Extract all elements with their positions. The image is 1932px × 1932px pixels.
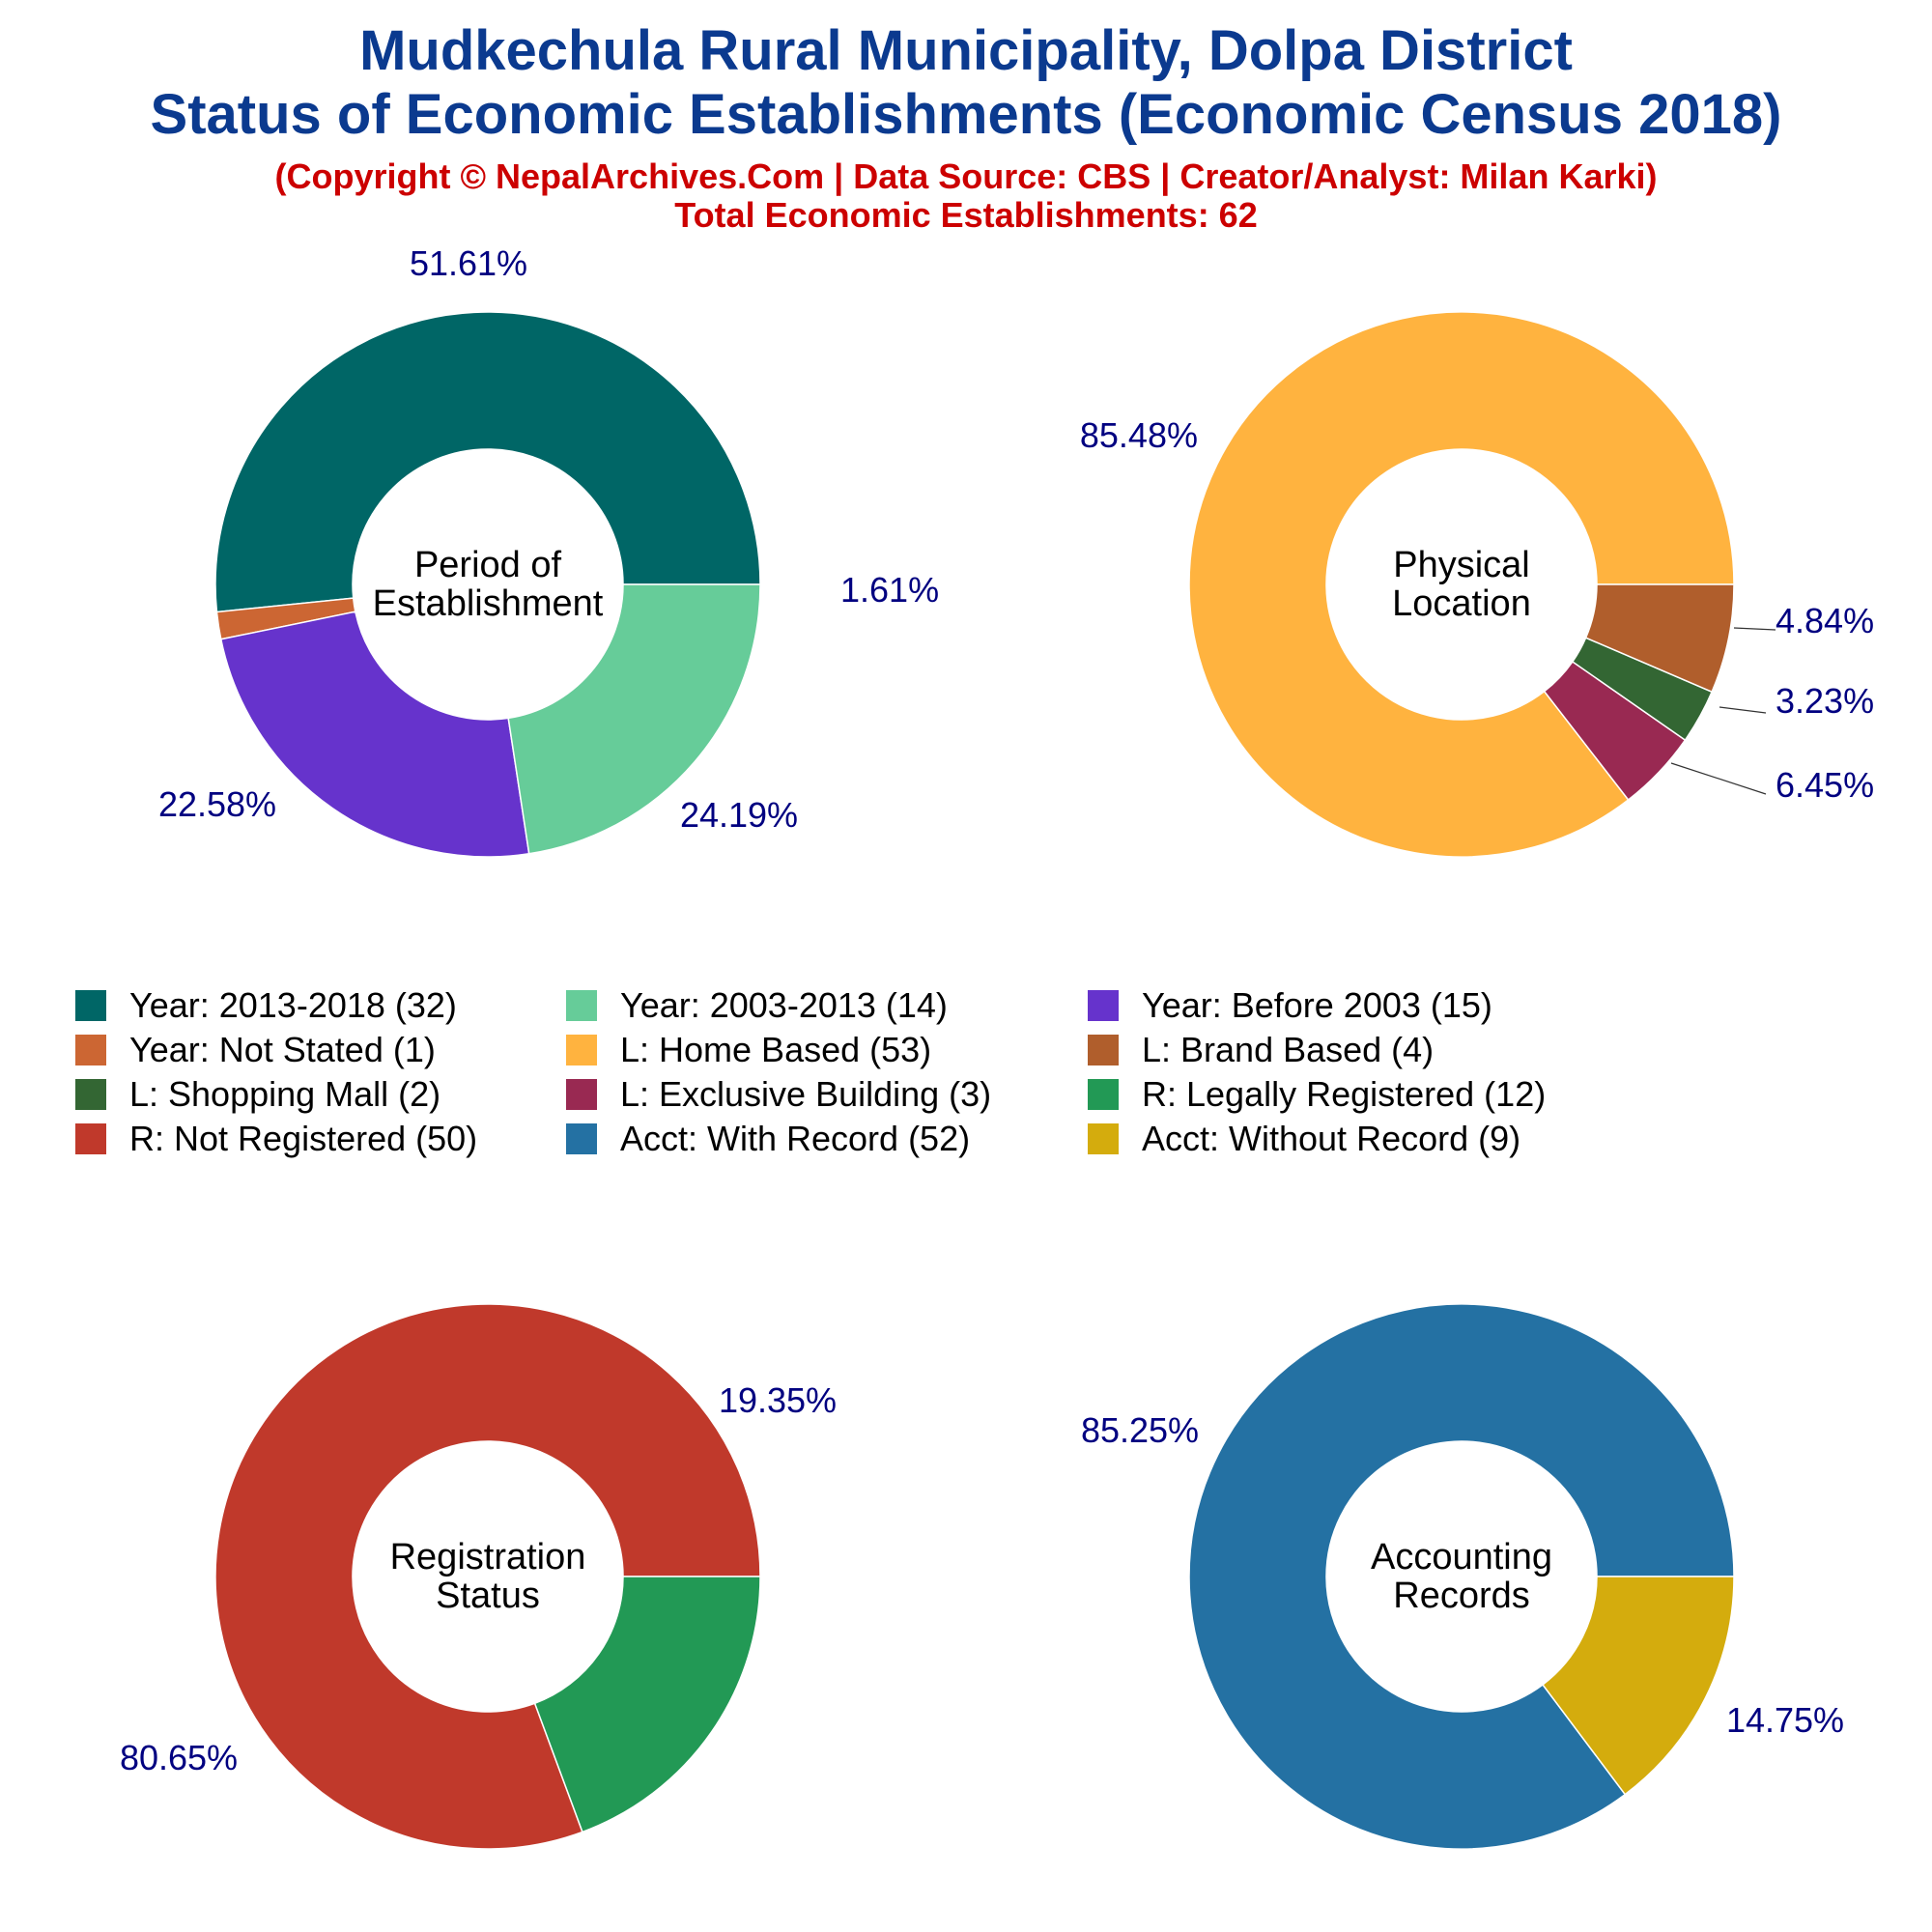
legend-swatch — [566, 1123, 597, 1154]
legend-label: L: Brand Based (4) — [1142, 1030, 1435, 1069]
legend-swatch — [566, 990, 597, 1021]
legend-label: Year: 2013-2018 (32) — [129, 985, 457, 1025]
legend-label: Year: 2003-2013 (14) — [620, 985, 948, 1025]
slice-percent-label: 24.19% — [680, 795, 798, 835]
label-leader-line — [1719, 706, 1767, 714]
copyright-subtitle: (Copyright © NepalArchives.Com | Data So… — [274, 156, 1658, 196]
legend-swatch — [75, 1035, 106, 1065]
legend-item: L: Shopping Mall (2) — [75, 1074, 566, 1115]
legend-label: L: Exclusive Building (3) — [620, 1074, 992, 1114]
donut-chart: 51.61% 1.61% 24.19% 22.58% Period of Establis… — [158, 243, 939, 858]
legend-item: L: Exclusive Building (3) — [566, 1074, 1088, 1115]
legend-label: R: Not Registered (50) — [129, 1119, 478, 1158]
legend-item: Year: Not Stated (1) — [75, 1030, 566, 1070]
center-label-line: Records — [1393, 1576, 1530, 1616]
donut-center-label: Physical Location — [1392, 545, 1531, 624]
donut-center-label: Registration Status — [390, 1537, 586, 1616]
donut-center-label: Accounting Records — [1371, 1537, 1552, 1616]
center-label-line: Physical — [1393, 545, 1530, 585]
chart-title-line2: Status of Economic Establishments (Econo… — [150, 83, 1782, 146]
slice-percent-label: 19.35% — [719, 1380, 837, 1420]
label-leader-line — [1670, 762, 1767, 795]
legend-label: Year: Before 2003 (15) — [1142, 985, 1492, 1025]
legend-label: R: Legally Registered (12) — [1142, 1074, 1547, 1114]
slice-percent-label: 85.25% — [1081, 1410, 1199, 1450]
legend-swatch — [566, 1079, 597, 1110]
label-leader-line — [1733, 627, 1776, 631]
donut-center-label: Period of Establishment — [373, 545, 604, 624]
legend-item: L: Home Based (53) — [566, 1030, 1088, 1070]
pie-slice — [1584, 583, 1735, 694]
pie-slice — [214, 311, 761, 613]
center-label-line: Establishment — [373, 583, 604, 624]
legend-item: Year: Before 2003 (15) — [1088, 985, 1687, 1026]
center-label-line: Location — [1392, 583, 1531, 624]
slice-percent-label: 22.58% — [158, 784, 276, 824]
legend-label: Acct: With Record (52) — [620, 1119, 971, 1158]
center-label-line: Registration — [390, 1537, 586, 1577]
legend-item: Year: 2003-2013 (14) — [566, 985, 1088, 1026]
legend: Year: 2013-2018 (32) Year: 2003-2013 (14… — [75, 985, 1891, 1159]
slice-percent-label: 85.48% — [1080, 415, 1198, 455]
legend-swatch — [566, 1035, 597, 1065]
slice-percent-label: 51.61% — [410, 243, 527, 283]
pie-slice — [1188, 1303, 1735, 1850]
legend-label: Acct: Without Record (9) — [1142, 1119, 1521, 1158]
slice-percent-label: 80.65% — [120, 1738, 238, 1777]
slice-percent-label: 6.45% — [1776, 765, 1874, 805]
legend-label: Year: Not Stated (1) — [129, 1030, 436, 1069]
legend-label: L: Home Based (53) — [620, 1030, 932, 1069]
legend-swatch — [1088, 990, 1119, 1021]
legend-item: R: Legally Registered (12) — [1088, 1074, 1687, 1115]
legend-swatch — [75, 990, 106, 1021]
donut-chart: 85.48% 4.84% 3.23% 6.45% Physical Location — [1080, 311, 1874, 858]
chart-title-line1: Mudkechula Rural Municipality, Dolpa Dis… — [359, 19, 1573, 82]
pie-slice — [219, 611, 530, 858]
legend-swatch — [1088, 1079, 1119, 1110]
legend-swatch — [1088, 1035, 1119, 1065]
slice-percent-label: 4.84% — [1776, 601, 1874, 640]
pie-slice — [1541, 1576, 1735, 1796]
legend-item: Acct: With Record (52) — [566, 1119, 1088, 1159]
legend-item: Year: 2013-2018 (32) — [75, 985, 566, 1026]
donut-chart: 85.25% 14.75% Accounting Records — [1081, 1303, 1844, 1850]
total-establishments-subtitle: Total Economic Establishments: 62 — [674, 195, 1258, 235]
pie-slice — [214, 1303, 761, 1850]
center-label-line: Status — [436, 1576, 540, 1616]
center-label-line: Period of — [414, 545, 562, 585]
slice-percent-label: 1.61% — [840, 570, 939, 610]
pie-slice — [1188, 311, 1735, 858]
pie-slice — [507, 583, 761, 855]
legend-swatch — [75, 1079, 106, 1110]
center-label-line: Accounting — [1371, 1537, 1552, 1577]
pie-slice — [533, 1576, 761, 1833]
legend-item: R: Not Registered (50) — [75, 1119, 566, 1159]
slice-percent-label: 3.23% — [1776, 681, 1874, 721]
legend-item: Acct: Without Record (9) — [1088, 1119, 1687, 1159]
donut-chart: 80.65% 19.35% Registration Status — [120, 1303, 837, 1850]
legend-swatch — [75, 1123, 106, 1154]
legend-swatch — [1088, 1123, 1119, 1154]
slice-percent-label: 14.75% — [1726, 1700, 1844, 1740]
legend-label: L: Shopping Mall (2) — [129, 1074, 441, 1114]
legend-item: L: Brand Based (4) — [1088, 1030, 1687, 1070]
